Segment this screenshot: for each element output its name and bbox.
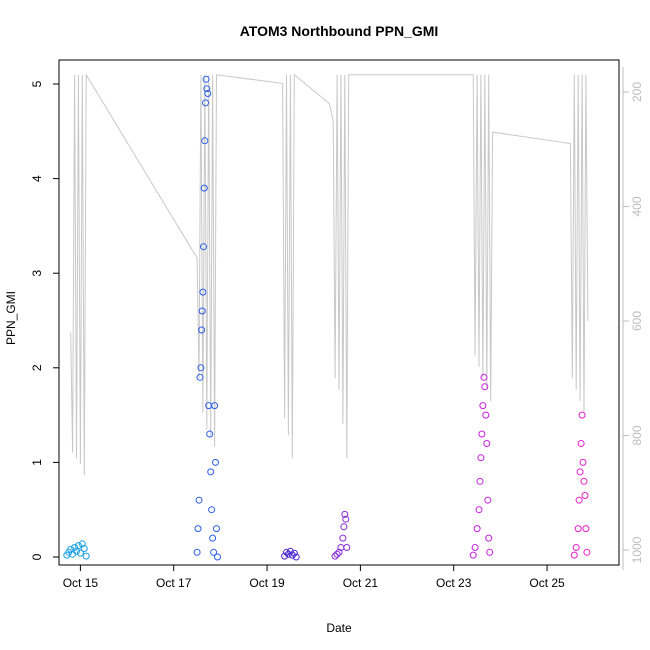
data-point-s4-0	[469, 551, 477, 559]
data-point-s1-23	[213, 525, 220, 533]
data-point-s5-10	[582, 525, 590, 533]
x-axis-label: Date	[326, 621, 352, 635]
y-axis: 0 1 2 3 4 5	[30, 80, 59, 560]
y-tick-label-0: 0	[30, 553, 44, 560]
x-tick-label-5: Oct 25	[529, 576, 565, 590]
y2-tick-label-1: 400	[630, 196, 644, 216]
data-point-s1-3	[196, 373, 204, 381]
data-point-s1-21	[211, 402, 219, 410]
data-point-s1-6	[198, 307, 206, 315]
y2-tick-label-2: 600	[630, 311, 644, 331]
y-axis-right: 200 400 600 800 1000	[622, 67, 644, 570]
data-point-s1-11	[202, 99, 209, 107]
chart-title: ATOM3 Northbound PPN_GMI	[240, 23, 439, 39]
data-point-s1-7	[199, 288, 207, 296]
data-point-s5-5	[577, 440, 585, 447]
data-point-s4-8	[480, 373, 488, 381]
data-point-s3-4	[339, 534, 347, 542]
y-tick-label-1: 1	[30, 459, 44, 466]
data-point-s5-3	[575, 496, 583, 504]
data-point-s2-5	[290, 549, 298, 557]
data-point-s3-6	[341, 510, 349, 518]
data-point-s2-6	[292, 553, 300, 561]
data-point-s1-24	[214, 553, 221, 561]
data-point-s2-4	[288, 551, 296, 559]
x-tick-label-0: Oct 15	[63, 576, 99, 590]
data-point-s1-1	[194, 525, 202, 533]
plot-frame	[58, 59, 620, 566]
x-tick-label-2: Oct 19	[249, 576, 285, 590]
data-point-s1-10	[201, 137, 209, 145]
depth-profile-line	[70, 73, 589, 476]
data-point-s3-8	[343, 544, 351, 551]
data-point-s5-1	[572, 544, 580, 551]
depth-profile-layer	[70, 73, 589, 476]
data-point-s1-13	[203, 85, 211, 93]
data-point-s1-17	[207, 468, 215, 476]
x-tick-label-1: Oct 17	[156, 576, 192, 590]
data-point-s0-7	[76, 549, 84, 557]
y-tick-label-2: 2	[30, 364, 44, 371]
data-point-s1-18	[208, 506, 216, 514]
x-axis: Oct 15 Oct 17 Oct 19 Oct 21 Oct 23 Oct 25	[63, 565, 565, 590]
data-point-s4-7	[479, 402, 487, 410]
data-point-s3-0	[331, 552, 339, 560]
data-point-s4-1	[471, 544, 479, 551]
data-point-s1-19	[209, 534, 217, 542]
data-point-s5-6	[578, 411, 586, 419]
y-tick-label-5: 5	[30, 80, 44, 87]
data-point-s2-0	[281, 552, 289, 560]
y2-tick-label-4: 1000	[630, 536, 644, 563]
data-point-s4-12	[484, 496, 492, 504]
data-point-s3-1	[333, 550, 341, 558]
y2-tick-label-0: 200	[630, 82, 644, 102]
data-point-s1-16	[206, 430, 214, 438]
data-point-s5-2	[574, 525, 582, 533]
data-point-s0-9	[80, 545, 88, 552]
data-point-s5-9	[581, 492, 589, 499]
data-point-s4-10	[482, 411, 490, 419]
data-point-s3-5	[340, 523, 348, 531]
x-tick-label-3: Oct 21	[343, 576, 379, 590]
data-point-s0-6	[74, 542, 82, 550]
data-point-s1-0	[193, 548, 201, 556]
data-point-s1-14	[204, 90, 212, 97]
data-point-s0-4	[71, 544, 79, 551]
data-point-s4-6	[478, 430, 486, 438]
data-point-s4-2	[473, 525, 481, 533]
data-point-s5-0	[570, 551, 578, 559]
data-point-s3-2	[335, 548, 343, 556]
data-point-s0-8	[78, 540, 86, 548]
data-point-s1-5	[198, 326, 206, 334]
data-point-s4-5	[477, 454, 485, 462]
y-tick-label-3: 3	[30, 270, 44, 277]
data-point-s4-9	[481, 383, 489, 391]
data-point-s1-22	[212, 458, 219, 466]
data-point-s1-8	[200, 243, 207, 251]
data-point-s1-4	[197, 364, 205, 372]
data-point-s5-8	[580, 477, 588, 485]
data-point-s1-9	[200, 184, 208, 192]
data-point-s5-7	[579, 458, 587, 466]
y2-tick-label-3: 800	[630, 425, 644, 445]
y-tick-label-4: 4	[30, 175, 44, 182]
data-point-s4-13	[485, 534, 493, 542]
y-axis-label: PPN_GMI	[4, 291, 18, 345]
data-point-s3-7	[342, 515, 350, 523]
data-point-s1-2	[195, 496, 203, 504]
data-point-s4-3	[475, 506, 483, 514]
data-point-s4-11	[483, 440, 491, 447]
data-point-s2-3	[286, 547, 294, 555]
data-point-s5-4	[576, 468, 584, 476]
data-point-s4-4	[476, 477, 484, 485]
data-point-s0-10	[82, 552, 90, 560]
data-point-s2-1	[283, 548, 290, 556]
data-point-s4-14	[486, 548, 494, 556]
data-point-s5-11	[583, 548, 591, 556]
x-tick-label-4: Oct 23	[436, 576, 472, 590]
data-points-layer	[63, 75, 591, 561]
data-point-s1-12	[202, 75, 210, 83]
data-point-s1-20	[210, 548, 218, 556]
